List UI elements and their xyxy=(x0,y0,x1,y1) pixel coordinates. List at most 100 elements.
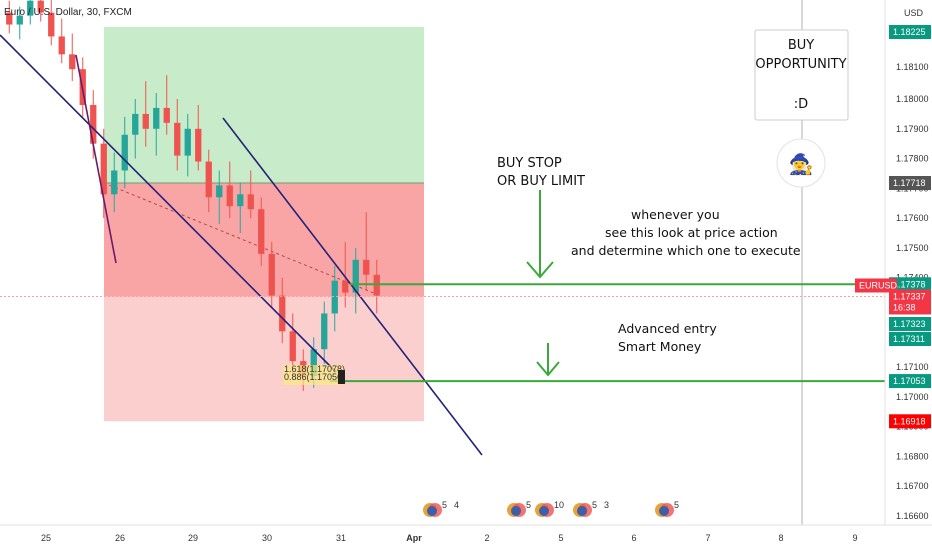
price-label-badge xyxy=(889,332,931,346)
svg-text:4: 4 xyxy=(454,500,459,510)
y-tick-label: 1.17100 xyxy=(896,362,929,372)
trendline-upper-long[interactable] xyxy=(0,34,337,373)
candle-body xyxy=(331,280,338,314)
trendline-steep[interactable] xyxy=(75,54,117,264)
price-label-badge xyxy=(889,25,931,39)
y-tick-label: 1.18000 xyxy=(896,94,929,104)
svg-text:3: 3 xyxy=(604,500,609,510)
candle-body xyxy=(90,104,97,144)
candle-body xyxy=(279,295,286,332)
candle-body xyxy=(16,15,23,25)
fib-labels: 1.618(1.17078) 0.886(1.17056) xyxy=(283,364,345,385)
x-tick-label: 30 xyxy=(262,533,272,543)
candle-body xyxy=(195,128,202,162)
candle-body xyxy=(363,259,370,275)
profit-zone[interactable] xyxy=(104,26,424,183)
candle-body xyxy=(174,122,181,156)
symbol-title: Euro / U.S. Dollar, 30, FXCM xyxy=(4,7,132,18)
wizard-badge: 🧙‍♀️ xyxy=(776,138,826,188)
candle-body xyxy=(6,12,13,25)
candle-body xyxy=(58,36,65,55)
x-tick-label: 29 xyxy=(188,533,198,543)
note-buy-limit: OR BUY LIMIT xyxy=(497,174,585,189)
price-axis[interactable]: USD 1.180001.179001.178001.177001.176001… xyxy=(855,0,932,525)
price-label-text: EURUSD xyxy=(859,280,898,290)
svg-text:10: 10 xyxy=(554,500,564,510)
event-flag-icon[interactable]: 10 xyxy=(535,500,564,517)
candle-body xyxy=(205,161,212,198)
candle-body xyxy=(310,349,317,377)
x-tick-label: Apr xyxy=(406,533,422,543)
candle-body xyxy=(163,107,170,123)
x-tick-label: 6 xyxy=(631,533,636,543)
y-tick-label: 1.17600 xyxy=(896,213,929,223)
price-label-text: 1.17378 xyxy=(893,279,926,289)
price-label-badge xyxy=(889,374,931,389)
price-label-text: 1.16918 xyxy=(893,416,926,426)
price-label-badge xyxy=(889,317,931,331)
buy-opportunity-box[interactable]: BUY OPPORTUNITY :D xyxy=(754,29,849,121)
price-label-text: 1.17053 xyxy=(893,376,926,386)
x-tick-label: 25 xyxy=(41,533,51,543)
y-tick-label: 1.17000 xyxy=(896,392,929,402)
note-advanced-2: Smart Money xyxy=(618,339,702,354)
arrows xyxy=(526,190,560,377)
candle-body xyxy=(352,259,359,293)
candle-body xyxy=(184,128,191,156)
trend-lines[interactable] xyxy=(0,34,483,456)
price-label-text: 1.17337 xyxy=(893,291,926,301)
x-tick-label: 8 xyxy=(778,533,783,543)
currency-label: USD xyxy=(904,8,924,18)
price-label-text: 1.17323 xyxy=(893,319,926,329)
note-whenever-2: see this look at price action xyxy=(605,225,778,240)
time-axis[interactable]: 25 26 29 30 31 Apr 2 5 6 7 8 9 xyxy=(0,524,932,550)
candle-body xyxy=(237,194,244,207)
price-label-text: 1.17718 xyxy=(893,178,926,188)
x-tick-label: 9 xyxy=(852,533,857,543)
buy-box-line-2: OPPORTUNITY xyxy=(755,57,846,72)
y-tick-label: 1.16600 xyxy=(896,511,929,521)
candle-body xyxy=(342,280,349,293)
trendline-channel[interactable] xyxy=(222,117,483,456)
y-tick-label: 1.16700 xyxy=(896,481,929,491)
horizontal-levels[interactable] xyxy=(330,283,885,383)
y-tick-label: 1.17500 xyxy=(896,243,929,253)
loss-zone-extended[interactable] xyxy=(104,296,424,422)
candle-body xyxy=(153,107,160,129)
candle-body xyxy=(268,253,275,296)
price-label-text: 1.17311 xyxy=(893,334,925,344)
candle-body xyxy=(321,313,328,350)
economic-events[interactable]: 5 4 5 10 5 3 5 xyxy=(423,500,679,517)
wizard-icon: 🧙‍♀️ xyxy=(789,152,814,176)
price-label-badge xyxy=(889,175,931,190)
candle-body xyxy=(247,194,254,210)
event-flag-icon[interactable]: 5 xyxy=(655,500,679,517)
x-tick-label: 7 xyxy=(705,533,710,543)
candle-body xyxy=(37,0,44,13)
svg-text:5: 5 xyxy=(674,500,679,510)
price-label-badge xyxy=(889,289,931,304)
buy-box-line-4: :D xyxy=(794,97,808,112)
buy-box-line-1: BUY xyxy=(788,38,814,53)
y-tick-label: 1.16800 xyxy=(896,451,929,461)
note-whenever-3: and determine which one to execute xyxy=(571,243,801,258)
candle-body xyxy=(216,185,223,198)
price-label-badge xyxy=(855,278,897,293)
price-label-badge xyxy=(889,414,931,429)
candle-body xyxy=(100,143,107,195)
price-label-text: 1.18100 xyxy=(896,62,929,72)
y-tick-label: 1.17900 xyxy=(896,124,929,134)
event-flag-icon[interactable]: 5 xyxy=(507,500,531,517)
y-tick-label: 1.17800 xyxy=(896,154,929,164)
x-tick-label: 31 xyxy=(336,533,346,543)
candle-body xyxy=(132,113,139,135)
price-label-badge xyxy=(889,300,931,315)
note-buy-stop: BUY STOP xyxy=(497,156,562,171)
candle-body xyxy=(121,134,128,171)
fib-label-1618: 1.618(1.17078) xyxy=(284,364,345,374)
candle-body xyxy=(27,0,34,16)
price-label-badge xyxy=(889,277,931,292)
